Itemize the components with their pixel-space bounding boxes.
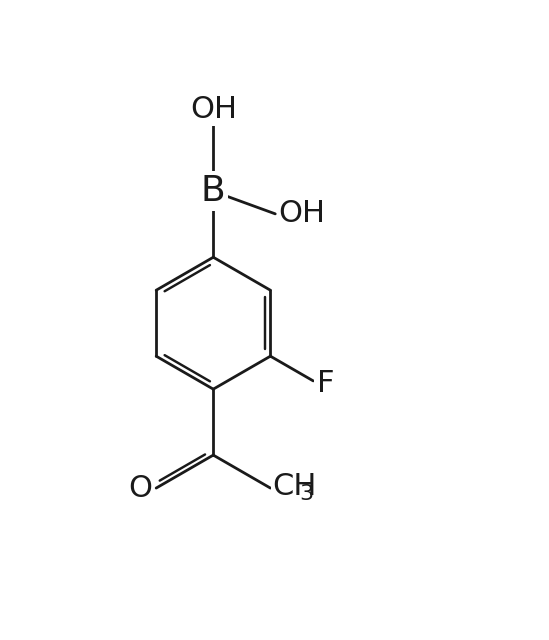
Text: OH: OH <box>190 95 237 124</box>
Text: B: B <box>201 174 226 208</box>
Text: OH: OH <box>279 198 326 227</box>
Text: F: F <box>317 369 334 397</box>
Text: 3: 3 <box>299 484 313 504</box>
Text: CH: CH <box>272 472 317 501</box>
Text: O: O <box>128 474 152 502</box>
